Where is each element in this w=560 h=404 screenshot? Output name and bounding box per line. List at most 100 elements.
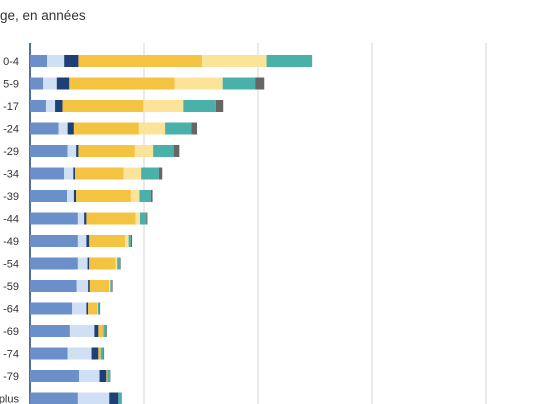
category-label-7: -44 (3, 214, 19, 226)
bar-segment-14-6 (109, 370, 111, 382)
bar-segment-8-4 (125, 235, 129, 247)
bar-segment-6-4 (130, 190, 140, 202)
bar-segment-12-3 (98, 325, 104, 337)
category-label-12: -69 (3, 326, 19, 338)
category-label-6: -39 (3, 191, 19, 203)
category-label-9: -54 (3, 259, 19, 271)
bar-segment-6-0 (30, 190, 68, 202)
bar-segment-4-3 (78, 145, 135, 157)
bar-segment-14-3 (106, 370, 108, 382)
bar-segment-5-1 (64, 167, 74, 180)
bar-segment-6-5 (139, 190, 151, 202)
bar-segment-13-5 (100, 347, 104, 360)
bar-segment-0-4 (202, 55, 267, 67)
bar-segment-12-2 (94, 325, 99, 337)
bar-segment-10-5 (110, 280, 113, 292)
bar-segment-6-6 (150, 190, 153, 202)
bar-segment-8-6 (130, 235, 133, 247)
bar-segment-0-5 (266, 55, 313, 67)
bar-segment-9-2 (87, 257, 90, 270)
bar-segment-0-3 (78, 55, 203, 67)
bar-segment-5-0 (30, 167, 65, 180)
bar-segment-1-3 (69, 77, 175, 90)
bar-segment-2-5 (183, 100, 216, 112)
category-label-13: -74 (3, 349, 19, 361)
bar-segment-7-3 (86, 212, 136, 225)
bar-segment-10-0 (30, 280, 77, 292)
bar-segment-7-6 (146, 212, 148, 225)
category-label-3: -24 (3, 124, 19, 136)
bar-segment-11-0 (30, 302, 73, 315)
bar-segment-3-1 (58, 122, 68, 135)
bar-segment-12-6 (106, 325, 107, 337)
bar-segment-13-0 (30, 347, 68, 360)
bar-segment-4-2 (76, 145, 79, 157)
category-label-11: -64 (3, 304, 19, 316)
bar-segment-9-6 (120, 257, 121, 270)
bar-segment-3-4 (138, 122, 166, 135)
bar-segment-9-1 (77, 257, 88, 270)
bar-segment-13-1 (67, 347, 92, 360)
bar-segment-5-4 (123, 167, 142, 180)
bar-segment-9-3 (89, 257, 116, 270)
bar-segment-13-2 (91, 347, 99, 360)
bar-segment-0-0 (30, 55, 48, 67)
bar-segment-2-4 (143, 100, 184, 112)
bar-segment-14-2 (99, 370, 107, 382)
category-label-2: -17 (3, 101, 19, 113)
bar-segment-1-5 (222, 77, 256, 90)
bar-segment-4-6 (173, 145, 180, 157)
bar-segment-10-6 (112, 280, 113, 292)
bar-segment-6-3 (76, 190, 131, 202)
bar-segment-3-2 (67, 122, 74, 135)
bar-segment-12-0 (30, 325, 70, 337)
bar-segment-11-1 (72, 302, 87, 315)
bar-segment-2-0 (30, 100, 46, 112)
bar-segment-9-4 (115, 257, 118, 270)
bar-segment-1-0 (30, 77, 44, 90)
bar-segment-8-5 (128, 235, 131, 247)
bar-segment-2-6 (215, 100, 224, 112)
bar-segment-14-0 (30, 370, 80, 382)
bar-segment-3-0 (30, 122, 59, 135)
bar-segment-2-3 (62, 100, 144, 112)
bar-segment-11-6 (99, 302, 101, 315)
bar-segment-0-2 (64, 55, 79, 67)
chart-title: ge, en années (0, 8, 86, 23)
bar-segment-15-5 (118, 392, 122, 404)
bar-segment-1-6 (255, 77, 265, 90)
bar-segment-0-1 (47, 55, 65, 67)
bar-segment-11-4 (97, 302, 98, 315)
bar-segment-6-2 (73, 190, 77, 202)
bar-segment-6-1 (67, 190, 74, 202)
bar-segment-15-0 (30, 392, 78, 404)
category-label-1: 5-9 (3, 79, 19, 91)
bar-segment-4-1 (67, 145, 77, 157)
bar-segment-11-2 (86, 302, 89, 315)
bar-segment-2-2 (55, 100, 63, 112)
bar-segment-4-0 (30, 145, 68, 157)
bar-segment-3-3 (73, 122, 139, 135)
bar-segment-10-4 (109, 280, 111, 292)
bar-segment-4-5 (153, 145, 174, 157)
bar-segment-15-6 (121, 392, 122, 404)
category-label-8: -49 (3, 236, 19, 248)
bar-segment-5-5 (141, 167, 159, 180)
bar-segment-11-5 (97, 302, 100, 315)
bar-segment-8-2 (86, 235, 90, 247)
bar-segment-13-3 (98, 347, 101, 360)
bar-segment-5-3 (75, 167, 124, 180)
bar-segment-8-3 (89, 235, 126, 247)
category-label-5: -34 (3, 169, 19, 181)
bar-segment-7-5 (140, 212, 147, 225)
bar-segment-1-1 (43, 77, 57, 90)
bar-segment-15-1 (77, 392, 110, 404)
bar-segment-10-3 (89, 280, 110, 292)
bar-segment-12-5 (103, 325, 107, 337)
bar-segment-3-6 (191, 122, 198, 135)
category-label-10: -59 (3, 281, 19, 293)
category-label-14: -79 (3, 371, 19, 383)
bar-segment-7-4 (135, 212, 141, 225)
bar-segment-14-1 (79, 370, 100, 382)
